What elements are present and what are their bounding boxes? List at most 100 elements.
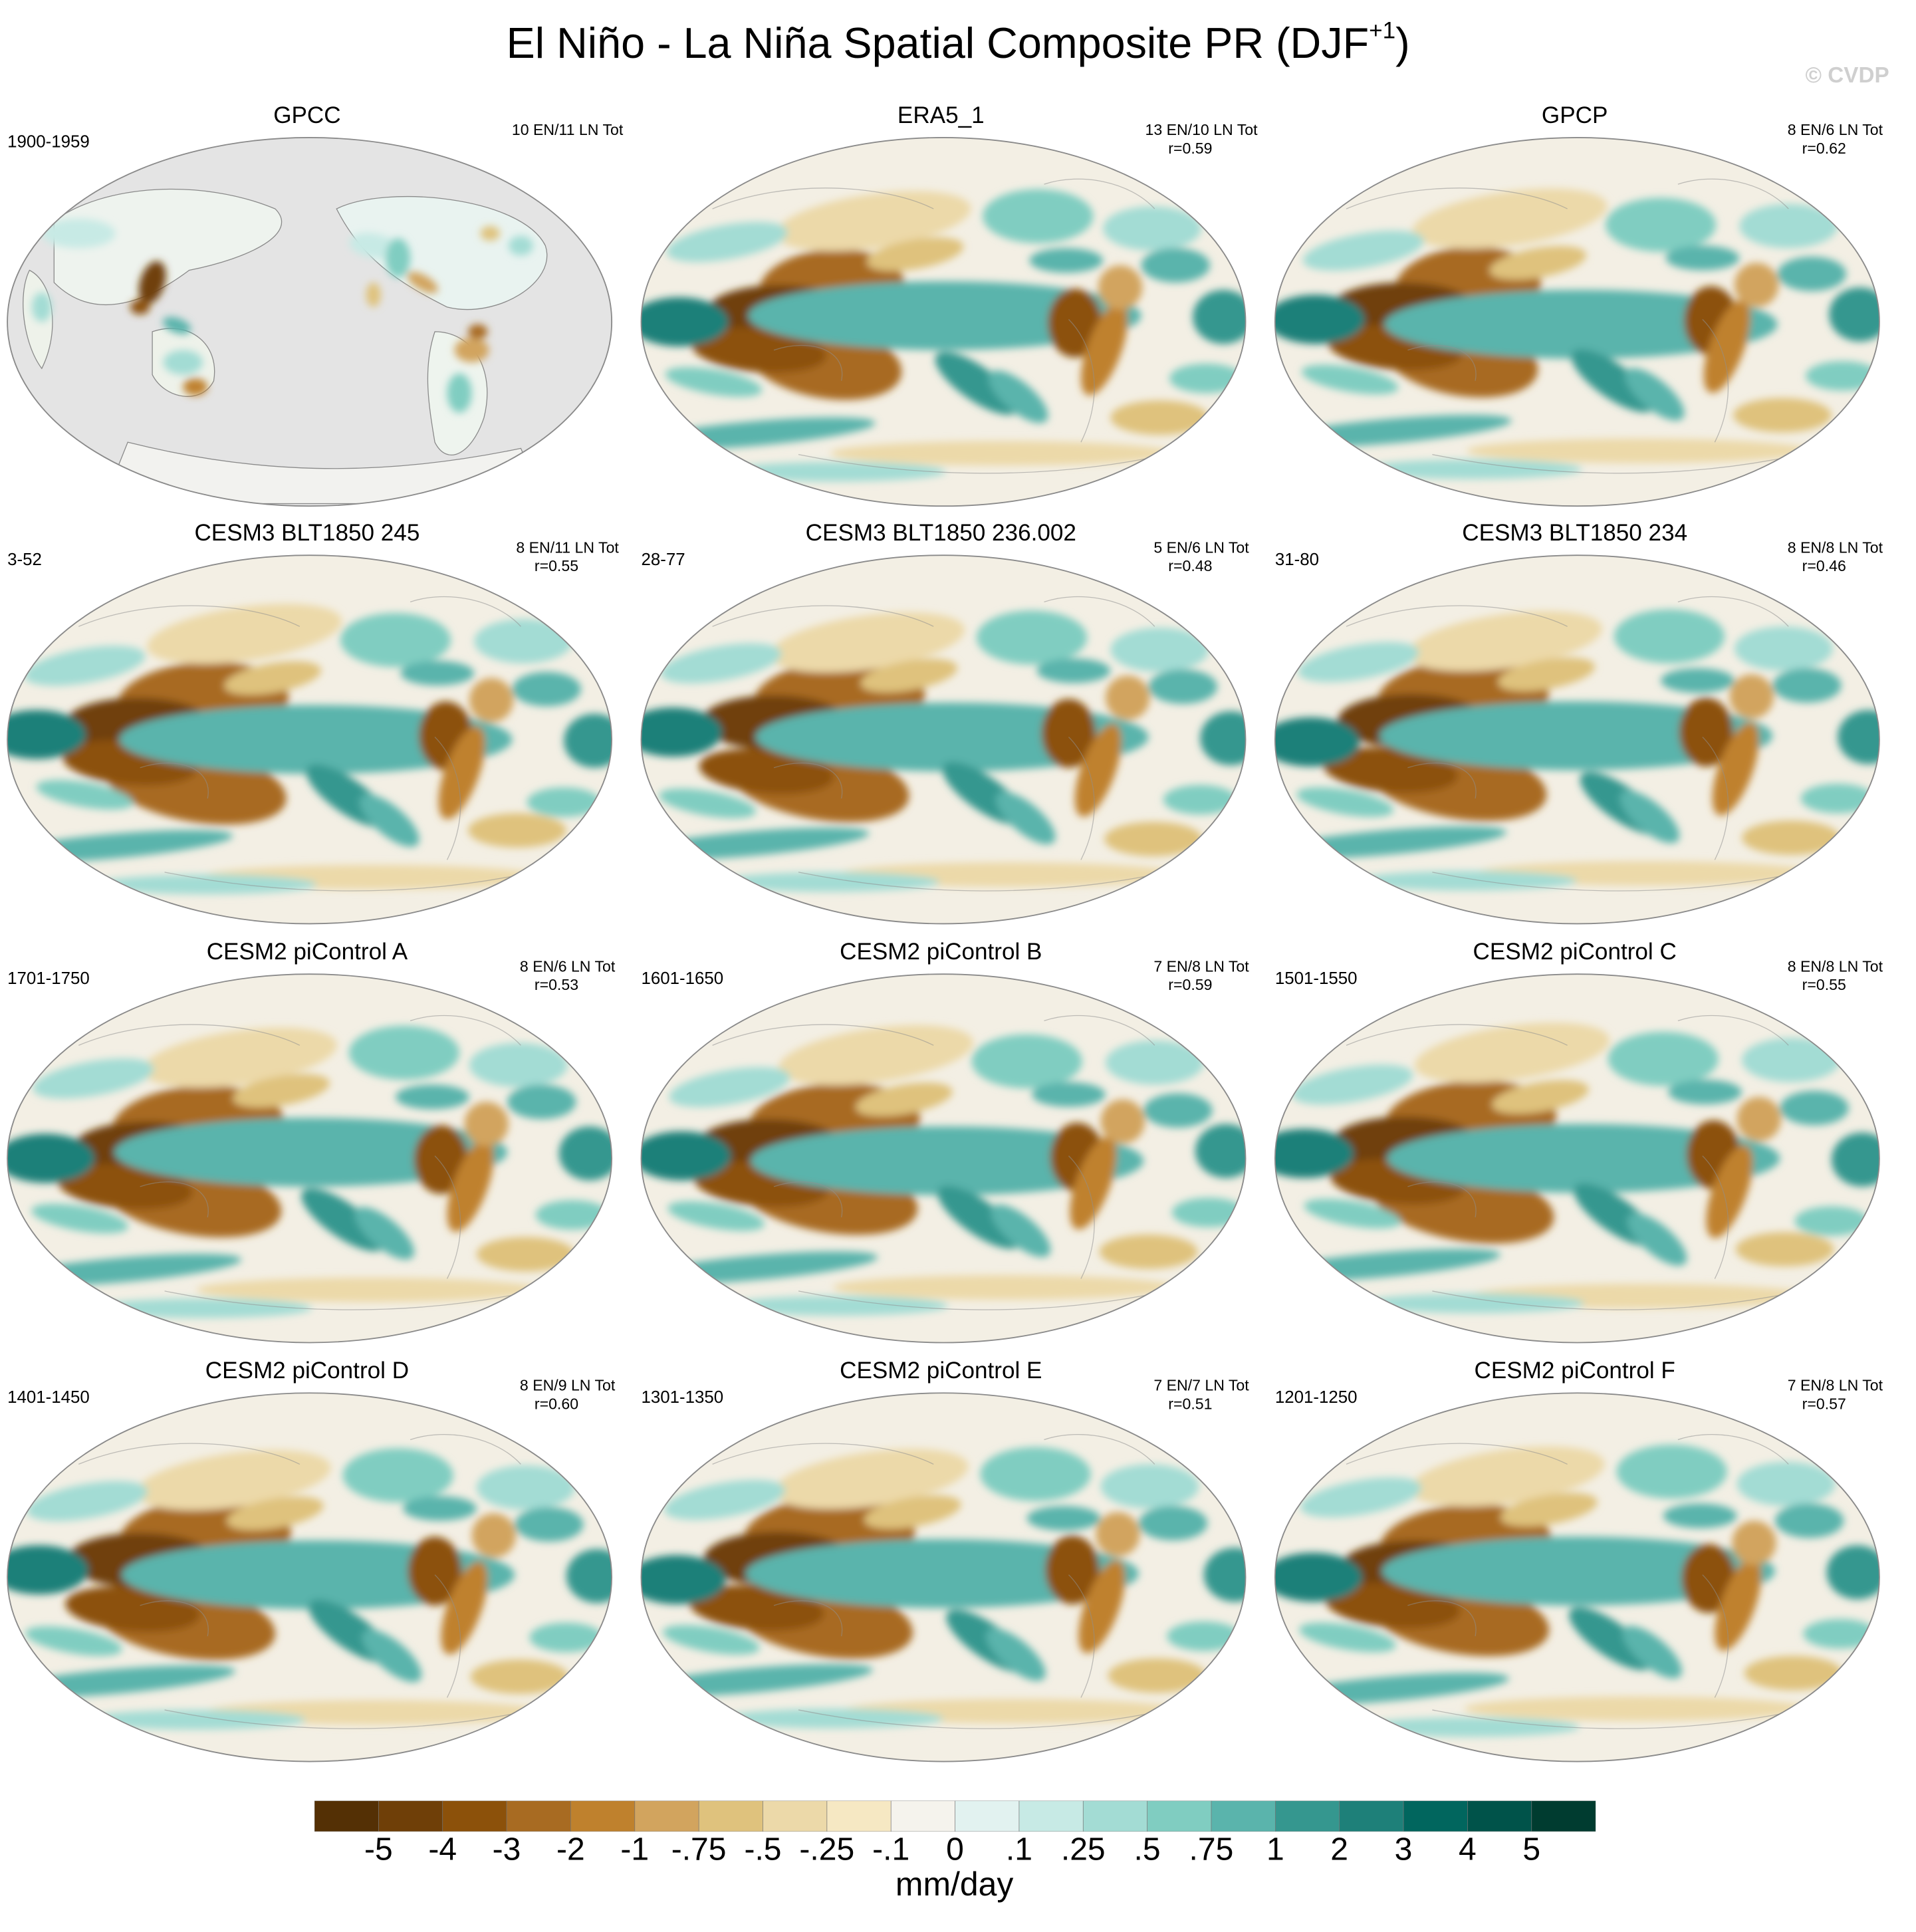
panel-event-counts: 7 EN/7 LN Tot r=0.51 — [1125, 1377, 1277, 1413]
panel-event-counts: 5 EN/6 LN Tot r=0.48 — [1125, 539, 1277, 576]
title-close: ) — [1395, 19, 1410, 68]
panel-title: CESM2 piControl E — [840, 1358, 1042, 1385]
panel-title: CESM2 piControl D — [205, 1358, 410, 1385]
map — [640, 1392, 1247, 1762]
panel-correlation: r=0.48 — [1168, 557, 1213, 575]
map-panel: GPCP 8 EN/6 LN Tot r=0.62 — [1272, 103, 1911, 521]
panel-counts-text: 7 EN/7 LN Tot — [1153, 1377, 1249, 1395]
title-text: El Niño - La Niña Spatial Composite PR (… — [506, 19, 1370, 68]
colorbar-swatch — [442, 1800, 508, 1832]
map-panel: ERA5_1 13 EN/10 LN Tot r=0.59 — [639, 103, 1278, 521]
map-panel: CESM3 BLT1850 245 3-52 8 EN/11 LN Tot r=0.5… — [5, 521, 644, 938]
map-field — [641, 555, 1246, 924]
colorbar-tick-label: 2 — [1330, 1830, 1349, 1868]
colorbar-swatch — [1018, 1800, 1084, 1832]
colorbar-tick-label: -3 — [492, 1830, 521, 1868]
panel-title: ERA5_1 — [897, 103, 985, 130]
panel-title: CESM2 piControl F — [1474, 1358, 1675, 1385]
colorbar-tick-label: -.75 — [671, 1830, 727, 1868]
panel-title: GPCC — [273, 103, 341, 130]
panel-counts-text: 7 EN/8 LN Tot — [1787, 1377, 1883, 1395]
panel-event-counts: 8 EN/9 LN Tot r=0.60 — [491, 1377, 644, 1413]
map — [7, 554, 613, 925]
colorbar-swatch — [314, 1800, 380, 1832]
panel-event-counts: 8 EN/8 LN Tot r=0.55 — [1759, 958, 1911, 995]
colorbar-tick-label: 1 — [1266, 1830, 1284, 1868]
title-superscript: +1 — [1369, 18, 1396, 45]
panel-correlation: r=0.59 — [1168, 976, 1213, 994]
colorbar-swatch — [1339, 1800, 1405, 1832]
map-field — [641, 1393, 1246, 1762]
panel-counts-text: 13 EN/10 LN Tot — [1145, 121, 1258, 139]
panel-correlation: r=0.60 — [534, 1395, 579, 1413]
map — [1274, 137, 1880, 507]
colorbar-tick-label: -.1 — [872, 1830, 910, 1868]
figure-title: El Niño - La Niña Spatial Composite PR (… — [0, 17, 1916, 71]
panel-period: 1301-1350 — [641, 1387, 724, 1407]
colorbar-tick-label: .1 — [1005, 1830, 1032, 1868]
colorbar-tick-label: .75 — [1189, 1830, 1234, 1868]
colorbar-tick-label: .5 — [1134, 1830, 1161, 1868]
panel-correlation: r=0.62 — [1802, 140, 1846, 158]
colorbar-swatch — [698, 1800, 764, 1832]
panel-correlation: r=0.59 — [1168, 140, 1213, 158]
panel-period: 1900-1959 — [7, 131, 90, 152]
colorbar-tick-label: -5 — [364, 1830, 393, 1868]
panel-correlation: r=0.55 — [534, 557, 579, 575]
panel-counts-text: 8 EN/9 LN Tot — [519, 1377, 616, 1395]
panel-counts-text: 8 EN/11 LN Tot — [516, 539, 619, 556]
panel-counts-text: 10 EN/11 LN Tot — [511, 121, 624, 139]
colorbar-swatch — [1147, 1800, 1213, 1832]
colorbar-tick-label: -4 — [428, 1830, 457, 1868]
colorbar-tick-label: 3 — [1394, 1830, 1413, 1868]
panel-title: CESM2 piControl A — [206, 939, 408, 966]
map-panel: CESM2 piControl F 1201-1250 7 EN/8 LN Tot r… — [1272, 1359, 1911, 1776]
colorbar-tick-label: -2 — [556, 1830, 585, 1868]
panel-event-counts: 7 EN/8 LN Tot r=0.57 — [1759, 1377, 1911, 1413]
colorbar-tick-label: 0 — [946, 1830, 964, 1868]
colorbar-swatch — [506, 1800, 572, 1832]
colorbar-swatch — [1467, 1800, 1532, 1832]
map — [640, 554, 1247, 925]
panel-period: 3-52 — [7, 548, 42, 569]
map — [1274, 973, 1880, 1344]
colorbar-swatch — [955, 1800, 1020, 1832]
panel-title: CESM3 BLT1850 234 — [1462, 521, 1688, 547]
panel-counts-text: 8 EN/6 LN Tot — [1787, 121, 1883, 139]
panel-event-counts: 8 EN/8 LN Tot r=0.46 — [1759, 539, 1911, 576]
map-field — [7, 974, 612, 1343]
panel-event-counts: 8 EN/6 LN Tot r=0.53 — [491, 958, 644, 995]
colorbar-swatch — [634, 1800, 700, 1832]
colorbar-swatch — [570, 1800, 636, 1832]
panel-correlation: r=0.53 — [534, 976, 579, 994]
map — [640, 137, 1247, 507]
panel-event-counts: 13 EN/10 LN Tot r=0.59 — [1125, 122, 1277, 158]
map-panel: GPCC 1900-1959 10 EN/11 LN Tot — [5, 103, 644, 521]
colorbar-swatch — [1274, 1800, 1340, 1832]
panel-event-counts: 8 EN/6 LN Tot r=0.62 — [1759, 122, 1911, 158]
map-field — [641, 137, 1246, 507]
panel-event-counts: 10 EN/11 LN Tot — [491, 122, 644, 140]
panel-event-counts: 7 EN/8 LN Tot r=0.59 — [1125, 958, 1277, 995]
colorbar-tick-label: 4 — [1459, 1830, 1477, 1868]
colorbar-tick-label: -1 — [620, 1830, 650, 1868]
panel-title: CESM2 piControl C — [1473, 939, 1677, 966]
colorbar-tick-label: .25 — [1060, 1830, 1106, 1868]
map — [7, 1392, 613, 1762]
map — [1274, 554, 1880, 925]
map — [1274, 1392, 1880, 1762]
panel-title: CESM2 piControl B — [840, 939, 1042, 966]
panel-correlation: r=0.57 — [1802, 1395, 1846, 1413]
colorbar-swatch — [890, 1800, 956, 1832]
panel-period: 28-77 — [641, 548, 685, 569]
panel-title: GPCP — [1541, 103, 1608, 130]
colorbar — [314, 1800, 1596, 1832]
panel-counts-text: 8 EN/8 LN Tot — [1787, 958, 1883, 976]
colorbar-swatch — [1531, 1800, 1596, 1832]
map-field — [641, 974, 1246, 1343]
map-field — [1274, 1393, 1879, 1762]
panel-period: 1201-1250 — [1274, 1387, 1358, 1407]
colorbar-tick-label: -.5 — [744, 1830, 782, 1868]
map — [640, 973, 1247, 1344]
